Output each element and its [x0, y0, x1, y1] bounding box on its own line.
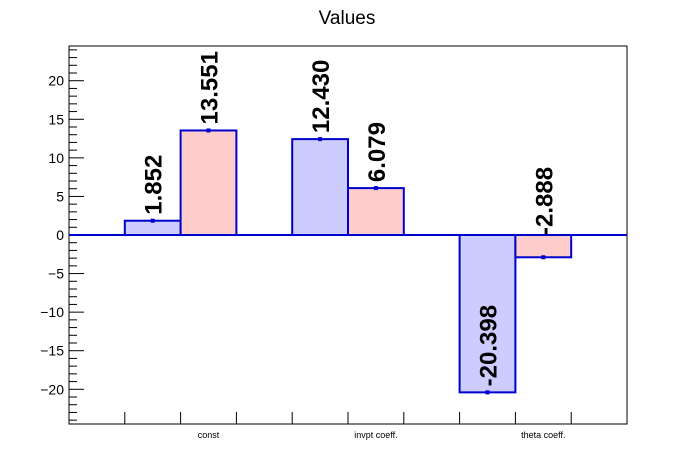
y-tick-label: 10	[48, 150, 64, 166]
y-tick-label: −15	[40, 343, 64, 359]
data-label: 1.852	[141, 155, 168, 215]
bar-value-marker	[373, 186, 378, 191]
y-tick-label: 5	[56, 188, 64, 204]
bar-2-const	[179, 129, 238, 236]
bar-2-invpt-coeff-	[347, 187, 405, 236]
x-category-label: theta coeff.	[521, 430, 565, 440]
data-label: -2.888	[531, 167, 558, 235]
y-tick-label: −5	[48, 266, 64, 282]
x-category-label: const	[198, 430, 220, 440]
y-tick-label: 20	[48, 73, 64, 89]
bar-1-invpt-coeff-	[291, 138, 350, 237]
bar-1-const	[123, 219, 182, 237]
chart-title: Values	[319, 8, 376, 29]
y-tick-label: −10	[40, 304, 64, 320]
bar-value-marker	[485, 390, 490, 395]
bar-value-marker	[206, 128, 211, 133]
plot-area: −20 −15 −10 −5 0 5 10 15 20 const invpt coeff. thet…	[40, 45, 628, 440]
data-label: -20.398	[476, 305, 503, 386]
data-label: 13.551	[197, 51, 224, 124]
bar-2-theta-coeff-	[514, 234, 573, 259]
y-tick-label: 0	[56, 227, 64, 243]
bar-value-marker	[150, 218, 155, 223]
data-label: 6.079	[364, 122, 391, 182]
bar-value-marker	[541, 255, 546, 260]
bar-value-marker	[318, 137, 323, 142]
y-tick-label: −20	[40, 381, 64, 397]
x-category-label: invpt coeff.	[354, 430, 397, 440]
y-tick-label: 15	[48, 111, 64, 127]
data-label: 12.430	[308, 60, 335, 133]
